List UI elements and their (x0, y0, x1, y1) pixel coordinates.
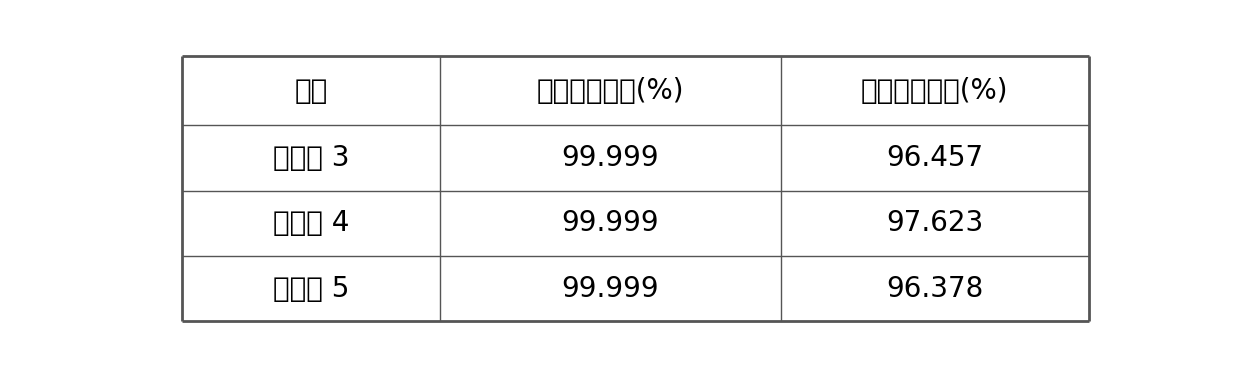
Text: 99.999: 99.999 (562, 209, 660, 237)
Bar (440, 191, 781, 256)
Bar (182, 256, 440, 321)
Bar (440, 256, 781, 321)
Bar (781, 125, 1089, 191)
Bar (781, 191, 1089, 256)
Text: 实施例 3: 实施例 3 (273, 144, 350, 172)
Text: 99.999: 99.999 (562, 144, 660, 172)
Bar (440, 56, 781, 125)
Bar (781, 56, 1089, 125)
Text: 97.623: 97.623 (887, 209, 983, 237)
Text: 99.999: 99.999 (562, 275, 660, 303)
Bar (440, 125, 781, 191)
Text: 白细胞滤除率(%): 白细胞滤除率(%) (537, 77, 684, 105)
Text: 96.457: 96.457 (887, 144, 983, 172)
Bar (182, 191, 440, 256)
Text: 实施例 4: 实施例 4 (273, 209, 350, 237)
Text: 实施例 5: 实施例 5 (273, 275, 350, 303)
Text: 96.378: 96.378 (887, 275, 983, 303)
Bar (781, 256, 1089, 321)
Text: 血小板滤除率(%): 血小板滤除率(%) (861, 77, 1008, 105)
Text: 组别: 组别 (295, 77, 327, 105)
Bar (182, 56, 440, 125)
Bar (182, 125, 440, 191)
